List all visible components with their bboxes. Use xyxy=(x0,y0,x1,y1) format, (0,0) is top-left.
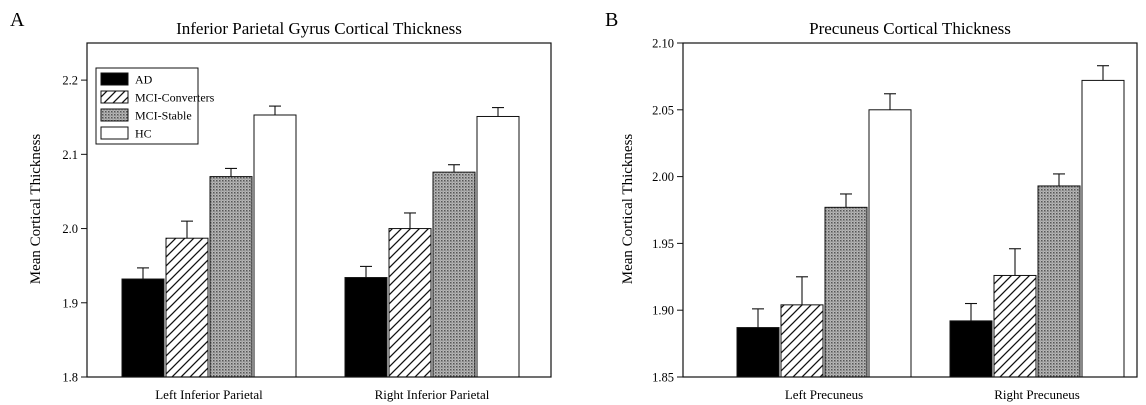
y-tick-label: 1.9 xyxy=(62,296,78,310)
y-tick-label: 2.2 xyxy=(62,74,78,88)
y-tick-label: 2.00 xyxy=(652,170,674,184)
bar-ad-left-precuneus xyxy=(736,327,780,378)
panel-letter-a: A xyxy=(10,9,25,31)
y-tick-label: 1.8 xyxy=(62,371,78,385)
legend-label-ad: AD xyxy=(135,73,153,87)
y-tick-label: 2.05 xyxy=(652,103,674,117)
y-axis-ticks-a: 1.8 1.9 2.0 2.1 2.2 xyxy=(62,74,87,385)
y-tick-label: 1.85 xyxy=(652,371,674,385)
y-tick-label: 2.0 xyxy=(62,222,78,236)
x-category-label: Right Precuneus xyxy=(994,387,1080,402)
chart-title-b: Precuneus Cortical Thickness xyxy=(809,19,1011,38)
y-tick-label: 1.95 xyxy=(652,237,674,251)
bars-b xyxy=(736,65,1125,378)
x-category-label: Left Precuneus xyxy=(785,387,863,402)
x-axis-categories-a: Left Inferior Parietal Right Inferior Par… xyxy=(155,387,490,402)
plot-frame-a xyxy=(86,42,552,378)
bar-ad-left-inferior-parietal xyxy=(121,278,165,378)
y-tick-label: 2.1 xyxy=(62,148,78,162)
bar-hc-left-precuneus xyxy=(868,109,912,378)
bar-ad-right-precuneus xyxy=(949,320,993,378)
panel-letter-b: B xyxy=(605,9,618,31)
chart-panel-b: B Precuneus Cortical Thickness Mean Cort… xyxy=(605,9,1138,402)
x-axis-categories-b: Left Precuneus Right Precuneus xyxy=(785,387,1080,402)
legend-label-hc: HC xyxy=(135,127,152,141)
bar-hc-right-inferior-parietal xyxy=(476,115,520,378)
bars-a xyxy=(121,105,520,378)
legend-swatch-mci-converters xyxy=(100,90,129,104)
bar-mci-converters-right-precuneus xyxy=(993,274,1037,378)
y-axis-label-a: Mean Cortical Thickness xyxy=(28,134,44,285)
chart-panel-a: A Inferior Parietal Gyrus Cortical Thick… xyxy=(10,9,552,402)
x-category-label: Right Inferior Parietal xyxy=(375,387,490,402)
legend-swatch-mci-stable xyxy=(100,108,129,122)
bar-mci-stable-left-precuneus xyxy=(824,206,868,378)
legend: AD MCI-Converters MCI-Stable HC xyxy=(95,67,215,145)
legend-swatch-ad xyxy=(100,72,129,86)
bar-mci-stable-right-inferior-parietal xyxy=(432,171,476,378)
chart-title-a: Inferior Parietal Gyrus Cortical Thickne… xyxy=(176,19,462,38)
x-category-label: Left Inferior Parietal xyxy=(155,387,263,402)
bar-ad-right-inferior-parietal xyxy=(344,277,388,378)
bar-mci-converters-left-inferior-parietal xyxy=(165,237,209,378)
bar-hc-right-precuneus xyxy=(1081,79,1125,378)
bar-mci-converters-left-precuneus xyxy=(780,304,824,378)
bar-mci-stable-right-precuneus xyxy=(1037,185,1081,378)
y-axis-label-b: Mean Cortical Thickness xyxy=(620,134,636,285)
y-axis-ticks-b: 1.85 1.90 1.95 2.00 2.05 2.10 xyxy=(652,37,683,385)
bar-mci-converters-right-inferior-parietal xyxy=(388,228,432,378)
bar-hc-left-inferior-parietal xyxy=(253,114,297,378)
plot-frame-b xyxy=(682,42,1138,378)
bar-mci-stable-left-inferior-parietal xyxy=(209,176,253,378)
legend-label-mci-converters: MCI-Converters xyxy=(135,91,215,105)
legend-swatch-hc xyxy=(100,126,129,140)
y-tick-label: 1.90 xyxy=(652,304,674,318)
y-tick-label: 2.10 xyxy=(652,37,674,51)
legend-label-mci-stable: MCI-Stable xyxy=(135,109,192,123)
